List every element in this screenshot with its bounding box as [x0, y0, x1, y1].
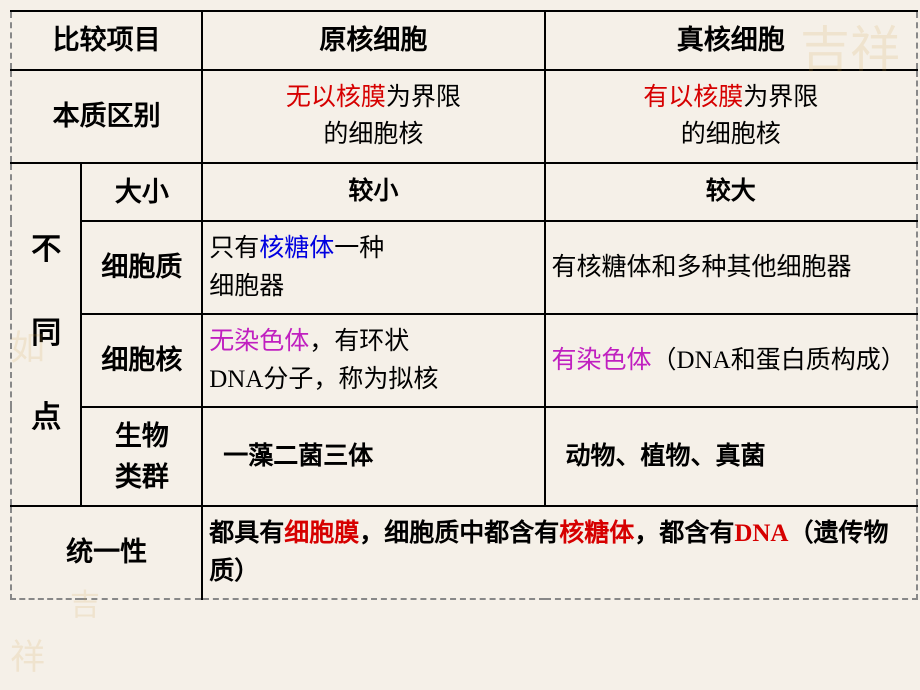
- cyto-label: 细胞质: [81, 221, 202, 314]
- essence-prok: 无以核膜为界限 的细胞核: [202, 70, 544, 163]
- table-row-group: 生物类群 一藻二菌三体 动物、植物、真菌: [11, 407, 917, 506]
- comparison-table-container: 比较项目 原核细胞 真核细胞 本质区别 无以核膜为界限 的细胞核 有以核膜为界限…: [0, 0, 920, 610]
- comparison-table: 比较项目 原核细胞 真核细胞 本质区别 无以核膜为界限 的细胞核 有以核膜为界限…: [10, 10, 918, 600]
- cyto-euk: 有核糖体和多种其他细胞器: [545, 221, 917, 314]
- nucleus-label: 细胞核: [81, 314, 202, 407]
- table-row-essence: 本质区别 无以核膜为界限 的细胞核 有以核膜为界限 的细胞核: [11, 70, 917, 163]
- watermark-icon: 祥: [10, 629, 45, 680]
- group-label: 生物类群: [81, 407, 202, 506]
- table-row-unity: 统一性 都具有细胞膜，细胞质中都含有核糖体，都含有DNA（遗传物质）: [11, 506, 917, 599]
- table-row-cytoplasm: 细胞质 只有核糖体一种 细胞器 有核糖体和多种其他细胞器: [11, 221, 917, 314]
- unity-label: 统一性: [11, 506, 202, 599]
- essence-label: 本质区别: [11, 70, 202, 163]
- size-euk: 较大: [545, 163, 917, 222]
- diff-label: 不同点: [11, 163, 81, 507]
- size-label: 大小: [81, 163, 202, 222]
- table-row-header: 比较项目 原核细胞 真核细胞: [11, 11, 917, 70]
- nucleus-euk: 有染色体（DNA和蛋白质构成）: [545, 314, 917, 407]
- header-prokaryote: 原核细胞: [202, 11, 544, 70]
- header-compare: 比较项目: [11, 11, 202, 70]
- unity-content: 都具有细胞膜，细胞质中都含有核糖体，都含有DNA（遗传物质）: [202, 506, 917, 599]
- size-prok: 较小: [202, 163, 544, 222]
- header-eukaryote: 真核细胞: [545, 11, 917, 70]
- essence-euk: 有以核膜为界限 的细胞核: [545, 70, 917, 163]
- nucleus-prok: 无染色体，有环状 DNA分子，称为拟核: [202, 314, 544, 407]
- table-row-nucleus: 细胞核 无染色体，有环状 DNA分子，称为拟核 有染色体（DNA和蛋白质构成）: [11, 314, 917, 407]
- cyto-prok: 只有核糖体一种 细胞器: [202, 221, 544, 314]
- group-euk: 动物、植物、真菌: [545, 407, 917, 506]
- table-row-size: 不同点 大小 较小 较大: [11, 163, 917, 222]
- group-prok: 一藻二菌三体: [202, 407, 544, 506]
